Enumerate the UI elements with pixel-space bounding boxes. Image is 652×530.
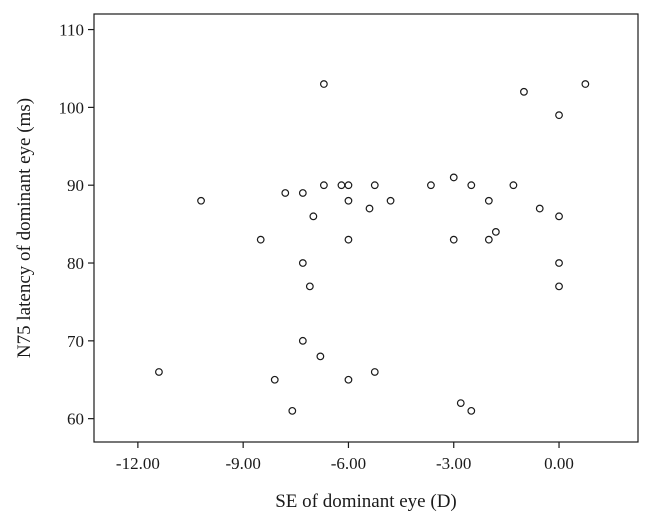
data-point (309, 212, 318, 221)
data-point (319, 80, 328, 88)
data-point (555, 111, 563, 120)
data-point (256, 235, 265, 244)
data-point (344, 235, 353, 244)
data-point (370, 181, 379, 190)
data-point (288, 406, 297, 415)
data-point (270, 375, 279, 384)
data-point (520, 87, 528, 96)
data-point (281, 189, 290, 197)
data-point (491, 227, 500, 236)
axis-ticks: -12.00 -9.00 -6.00 -3.00 0.00 60 70 80 90 100 110 (59, 21, 574, 473)
data-point (509, 181, 518, 190)
data-point (344, 196, 353, 205)
data-point (365, 204, 374, 213)
data-point (344, 375, 353, 384)
x-tick-label: 0.00 (544, 454, 574, 473)
data-point (319, 181, 328, 190)
y-axis-title: N75 latency of dominant eye (ms) (14, 98, 35, 358)
data-point (555, 212, 563, 221)
data-point (370, 368, 379, 376)
x-tick-label: -12.00 (116, 454, 160, 473)
data-point (427, 181, 435, 190)
data-point (484, 196, 493, 205)
data-point (535, 204, 544, 213)
data-point (337, 181, 346, 190)
x-tick-label: -6.00 (331, 454, 366, 473)
data-point (386, 196, 395, 205)
data-point (449, 173, 458, 182)
y-tick-label: 100 (59, 98, 85, 117)
data-point (305, 282, 314, 291)
plot-frame (93, 13, 639, 443)
data-point (155, 368, 163, 376)
y-tick-label: 60 (67, 410, 84, 429)
x-tick-label: -3.00 (436, 454, 471, 473)
data-points (155, 80, 590, 415)
data-point (344, 181, 353, 190)
data-point (298, 336, 307, 345)
data-point (467, 181, 476, 190)
x-tick-label: -9.00 (225, 454, 260, 473)
y-tick-label: 110 (59, 21, 84, 40)
data-point (316, 352, 325, 361)
data-point (555, 259, 563, 267)
data-point (298, 189, 307, 197)
data-point (456, 399, 465, 407)
y-tick-label: 70 (67, 332, 84, 351)
data-point (467, 406, 476, 415)
data-point (449, 235, 458, 244)
y-tick-label: 90 (67, 176, 84, 195)
x-axis-title: SE of dominant eye (D) (275, 491, 457, 512)
data-point (484, 235, 493, 244)
y-tick-label: 80 (67, 254, 84, 273)
data-point (555, 282, 563, 291)
data-point (581, 80, 590, 88)
data-point (298, 259, 307, 267)
data-point (197, 196, 205, 205)
